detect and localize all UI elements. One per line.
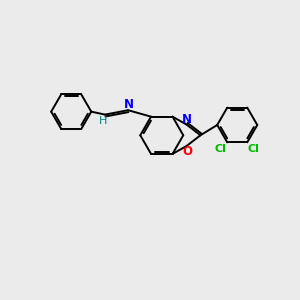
Text: O: O: [182, 145, 192, 158]
Text: N: N: [182, 113, 192, 126]
Text: H: H: [99, 116, 107, 126]
Text: N: N: [124, 98, 134, 111]
Text: Cl: Cl: [248, 144, 260, 154]
Text: Cl: Cl: [215, 144, 227, 154]
